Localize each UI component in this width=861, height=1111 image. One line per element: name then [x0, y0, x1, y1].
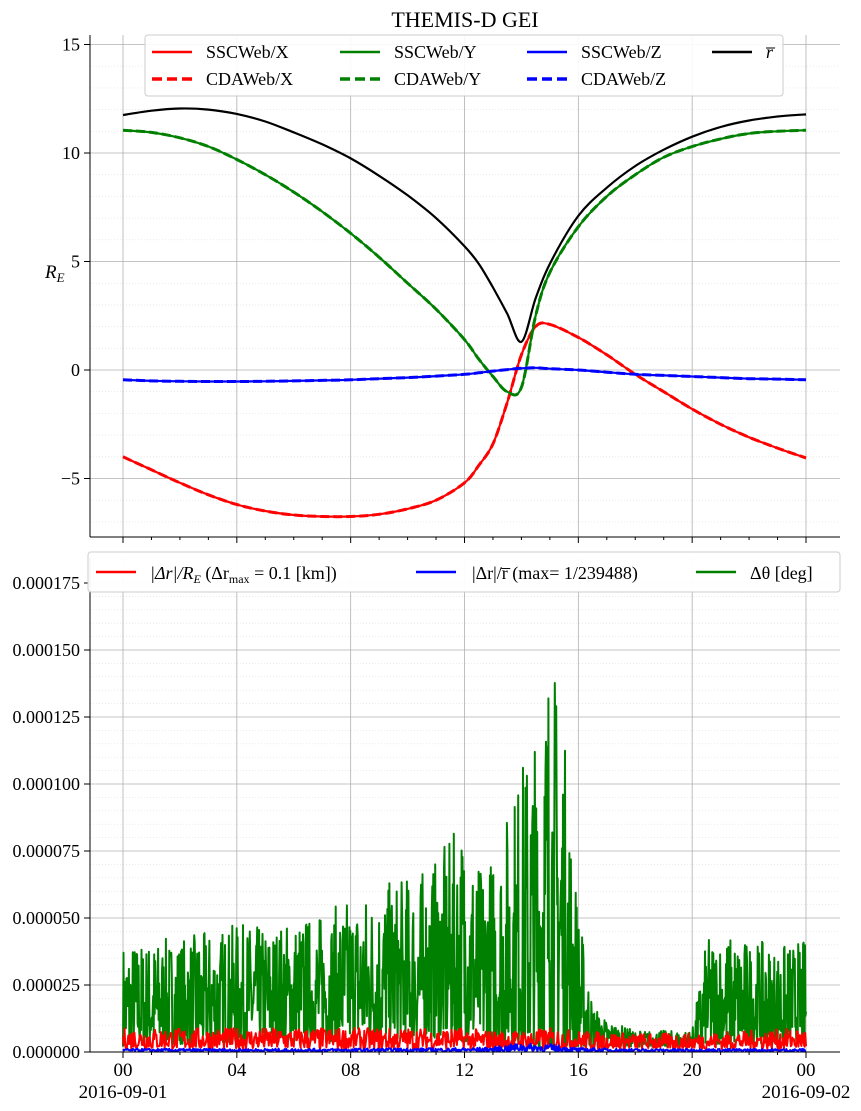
- top-chart-title: THEMIS-D GEI: [391, 7, 538, 32]
- series-line-cdaweb-y: [122, 128, 807, 397]
- x-date-end-label: 2016-09-02: [762, 1082, 851, 1103]
- bottom-x-tick-label: 12: [455, 1060, 474, 1081]
- top-panel: −5 0 5 10 15 THEMIS-D GEI RE SSCWeb/X CDAWeb/…: [44, 7, 840, 543]
- top-legend-label: CDAWeb/Y: [394, 69, 481, 89]
- series-line-delta-r-over-re: [122, 1027, 807, 1051]
- top-y-tick-label: −5: [61, 469, 80, 489]
- top-legend-label: SSCWeb/Y: [394, 42, 477, 62]
- top-legend-label: SSCWeb/Z: [581, 42, 662, 62]
- bottom-legend-frame: [87, 551, 841, 593]
- top-y-tick-label: 0: [71, 360, 80, 380]
- top-y-tick-label: 10: [62, 143, 80, 163]
- top-legend-label: CDAWeb/X: [206, 69, 293, 89]
- bottom-series-group: [122, 682, 807, 1053]
- top-series-group: [122, 107, 807, 519]
- bottom-y-tick-label: 0.000175: [13, 573, 81, 593]
- bottom-x-tick-label: 00: [797, 1060, 816, 1081]
- bottom-legend-label: Δθ [deg]: [750, 563, 813, 583]
- x-date-start-label: 2016-09-01: [79, 1082, 168, 1103]
- bottom-legend-entry: |Δr|/r̅ (max= 1/239488): [416, 563, 638, 584]
- bottom-x-tick-label: 20: [683, 1060, 702, 1081]
- top-y-tick-label: 5: [71, 252, 80, 272]
- top-legend-label: CDAWeb/Z: [581, 69, 666, 89]
- top-legend-label: r̅: [766, 42, 776, 62]
- top-legend-label: SSCWeb/X: [206, 42, 289, 62]
- bottom-x-tick-label: 16: [569, 1060, 588, 1081]
- series-line-sscweb-z: [122, 366, 807, 383]
- bottom-y-tick-label: 0.000050: [13, 908, 81, 928]
- bottom-y-tick-label: 0.000125: [13, 707, 81, 727]
- top-legend: SSCWeb/X CDAWeb/X SSCWeb/Y CDAWeb/Y SSCWeb/Z…: [144, 34, 784, 97]
- bottom-y-tick-label: 0.000000: [13, 1042, 81, 1062]
- top-y-tick-label: 15: [62, 35, 80, 55]
- top-axis-ticks: −5 0 5 10 15: [61, 35, 807, 543]
- series-line-cdaweb-x: [122, 321, 807, 519]
- bottom-y-tick-label: 0.000025: [13, 975, 81, 995]
- bottom-x-tick-label: 08: [341, 1060, 360, 1081]
- top-legend-frame: [144, 34, 784, 97]
- bottom-legend-label: |Δr|/RE (Δrmax = 0.1 [km]): [150, 563, 337, 586]
- series-line-delta-r-over-rbar: [122, 1042, 807, 1053]
- bottom-y-tick-label: 0.000100: [13, 774, 81, 794]
- bottom-y-tick-label: 0.000075: [13, 841, 81, 861]
- bottom-x-tick-label: 04: [227, 1060, 247, 1081]
- series-line-r: [122, 107, 807, 343]
- bottom-axis-ticks: 0.000000 0.000025 0.000050 0.000075 0.000100…: [13, 573, 816, 1081]
- bottom-legend-entry: |Δr|/RE (Δrmax = 0.1 [km]): [96, 563, 337, 586]
- bottom-legend: |Δr|/RE (Δrmax = 0.1 [km]) |Δr|/r̅ (max=…: [87, 551, 841, 593]
- top-y-axis-label: RE: [44, 262, 65, 285]
- bottom-y-tick-label: 0.000150: [13, 640, 81, 660]
- bottom-legend-entry: Δθ [deg]: [696, 563, 813, 583]
- bottom-legend-label: |Δr|/r̅ (max= 1/239488): [472, 563, 638, 584]
- bottom-panel: 0.000000 0.000025 0.000050 0.000075 0.000100…: [13, 551, 851, 1103]
- bottom-x-tick-label: 00: [114, 1060, 133, 1081]
- top-plot-background: [90, 35, 840, 537]
